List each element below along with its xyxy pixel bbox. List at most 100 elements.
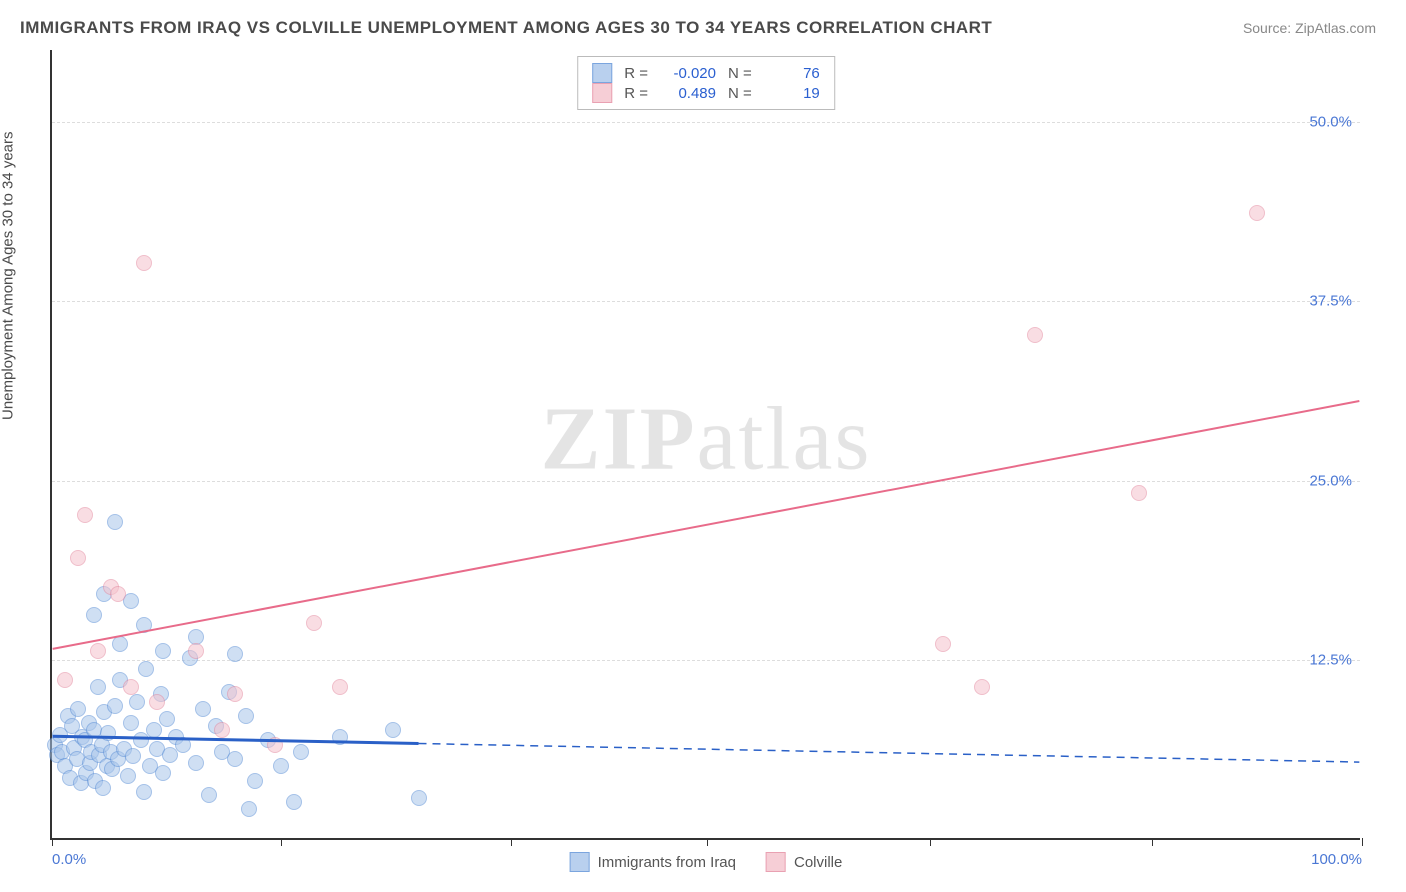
data-point: [267, 737, 283, 753]
r-label: R =: [624, 65, 648, 82]
y-tick-label: 50.0%: [1309, 113, 1352, 130]
x-tick: [1362, 838, 1363, 846]
x-tick: [707, 838, 708, 846]
plot-area: ZIPatlas R = -0.020 N = 76 R = 0.489 N =…: [50, 50, 1360, 840]
data-point: [175, 737, 191, 753]
chart-title: IMMIGRANTS FROM IRAQ VS COLVILLE UNEMPLO…: [20, 18, 992, 38]
r-label: R =: [624, 85, 648, 102]
data-point: [273, 758, 289, 774]
x-tick: [511, 838, 512, 846]
data-point: [155, 765, 171, 781]
source-label: Source:: [1243, 20, 1291, 36]
gridline: [52, 122, 1360, 123]
gridline: [52, 301, 1360, 302]
legend-swatch-1: [592, 63, 612, 83]
source-attribution: Source: ZipAtlas.com: [1243, 20, 1376, 36]
n-label: N =: [728, 85, 752, 102]
r-value-1: -0.020: [660, 65, 716, 82]
data-point: [935, 636, 951, 652]
data-point: [188, 755, 204, 771]
data-point: [293, 744, 309, 760]
x-tick: [930, 838, 931, 846]
data-point: [123, 679, 139, 695]
legend-row-2: R = 0.489 N = 19: [592, 83, 820, 103]
data-point: [100, 725, 116, 741]
gridline: [52, 660, 1360, 661]
n-label: N =: [728, 65, 752, 82]
watermark: ZIPatlas: [541, 387, 872, 490]
data-point: [136, 617, 152, 633]
data-point: [107, 698, 123, 714]
data-point: [149, 694, 165, 710]
n-value-1: 76: [764, 65, 820, 82]
data-point: [90, 679, 106, 695]
data-point: [86, 607, 102, 623]
data-point: [332, 729, 348, 745]
n-value-2: 19: [764, 85, 820, 102]
data-point: [159, 711, 175, 727]
y-tick-label: 25.0%: [1309, 472, 1352, 489]
y-tick-label: 37.5%: [1309, 293, 1352, 310]
legend-swatch-bottom-1: [570, 852, 590, 872]
data-point: [95, 780, 111, 796]
data-point: [123, 715, 139, 731]
legend-item-2: Colville: [766, 852, 842, 872]
data-point: [214, 722, 230, 738]
data-point: [112, 636, 128, 652]
data-point: [120, 768, 136, 784]
data-point: [188, 643, 204, 659]
data-point: [411, 790, 427, 806]
data-point: [107, 514, 123, 530]
data-point: [138, 661, 154, 677]
correlation-legend: R = -0.020 N = 76 R = 0.489 N = 19: [577, 56, 835, 110]
data-point: [227, 686, 243, 702]
data-point: [57, 672, 73, 688]
data-point: [70, 550, 86, 566]
legend-label-2: Colville: [794, 854, 842, 871]
data-point: [155, 643, 171, 659]
data-point: [90, 643, 106, 659]
data-point: [227, 646, 243, 662]
x-tick: [52, 838, 53, 846]
data-point: [201, 787, 217, 803]
data-point: [70, 701, 86, 717]
data-point: [286, 794, 302, 810]
data-point: [306, 615, 322, 631]
x-tick: [281, 838, 282, 846]
r-value-2: 0.489: [660, 85, 716, 102]
trend-line-dashed: [419, 743, 1360, 762]
source-link[interactable]: ZipAtlas.com: [1295, 20, 1376, 36]
y-axis-label: Unemployment Among Ages 30 to 34 years: [0, 131, 17, 420]
trend-line-solid: [53, 401, 1360, 649]
data-point: [146, 722, 162, 738]
data-point: [1131, 485, 1147, 501]
legend-swatch-2: [592, 83, 612, 103]
data-point: [247, 773, 263, 789]
legend-swatch-bottom-2: [766, 852, 786, 872]
data-point: [332, 679, 348, 695]
x-tick-label: 0.0%: [52, 851, 86, 868]
x-tick: [1152, 838, 1153, 846]
data-point: [125, 748, 141, 764]
gridline: [52, 481, 1360, 482]
data-point: [1249, 205, 1265, 221]
data-point: [385, 722, 401, 738]
x-tick-label: 100.0%: [1311, 851, 1362, 868]
data-point: [238, 708, 254, 724]
watermark-rest: atlas: [697, 389, 872, 488]
data-point: [195, 701, 211, 717]
legend-label-1: Immigrants from Iraq: [598, 854, 736, 871]
data-point: [1027, 327, 1043, 343]
data-point: [136, 784, 152, 800]
data-point: [77, 507, 93, 523]
watermark-bold: ZIP: [541, 389, 697, 488]
series-legend: Immigrants from Iraq Colville: [570, 852, 843, 872]
data-point: [974, 679, 990, 695]
legend-item-1: Immigrants from Iraq: [570, 852, 736, 872]
data-point: [129, 694, 145, 710]
data-point: [241, 801, 257, 817]
y-tick-label: 12.5%: [1309, 652, 1352, 669]
legend-row-1: R = -0.020 N = 76: [592, 63, 820, 83]
data-point: [136, 255, 152, 271]
data-point: [110, 586, 126, 602]
